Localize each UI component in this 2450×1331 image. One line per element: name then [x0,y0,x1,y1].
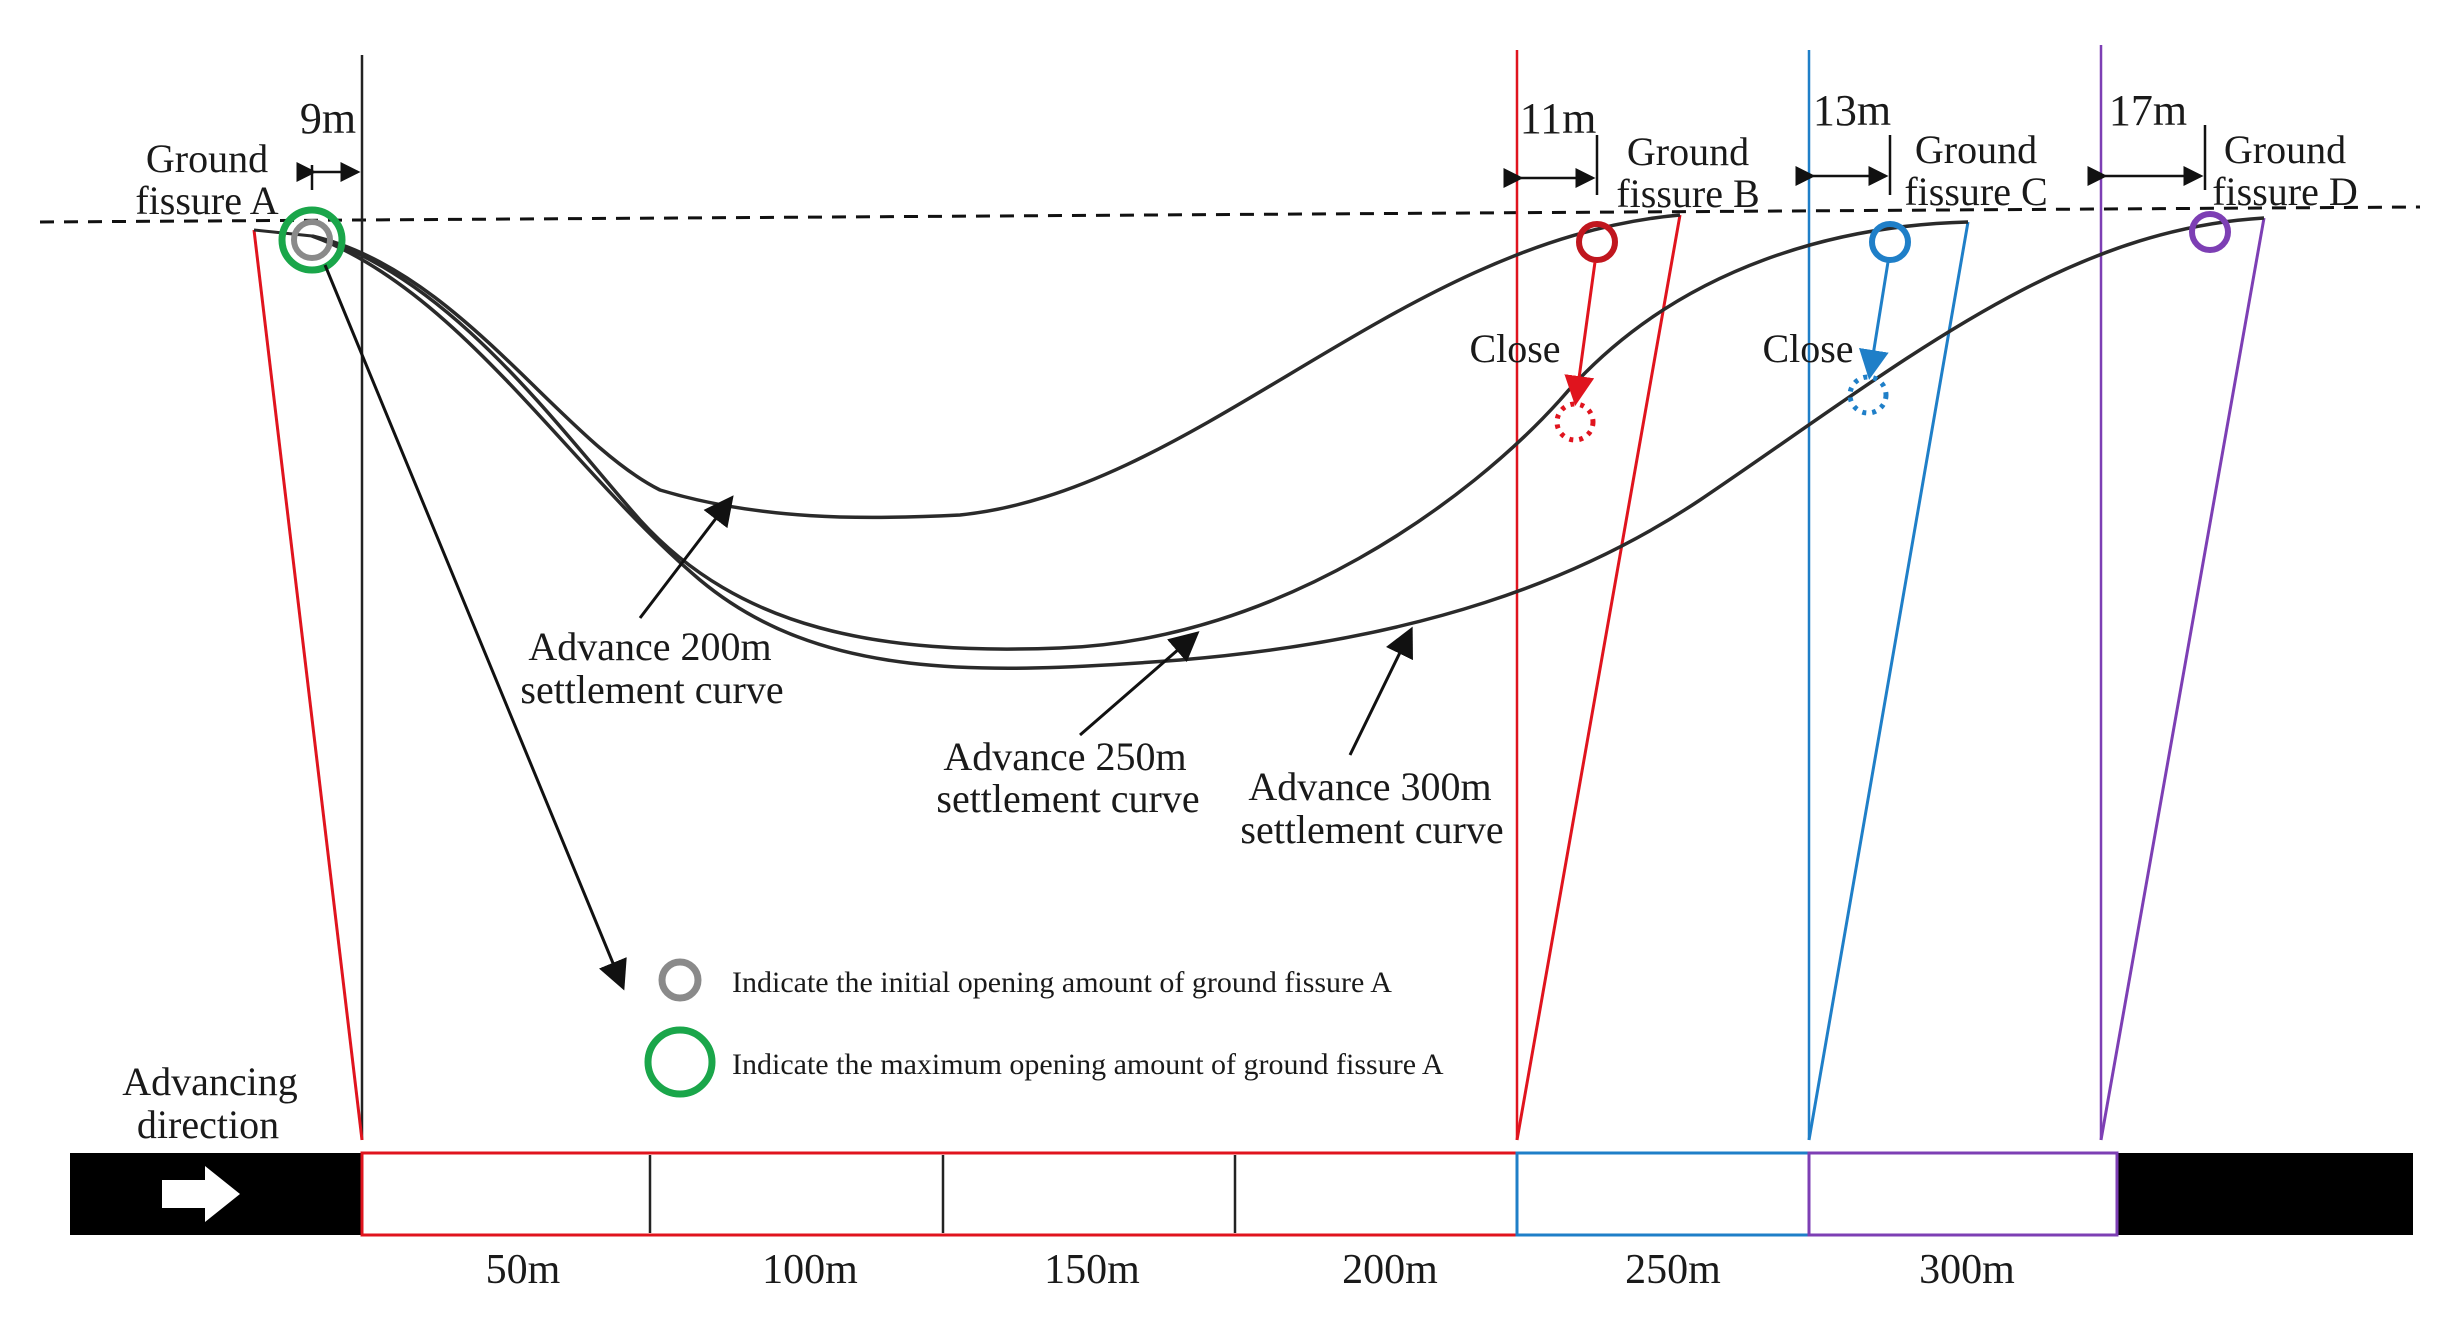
fissure-c-closed-circle [1847,374,1889,416]
break-line-d [2099,217,2266,1141]
fissure-d-circle [2189,211,2231,253]
break-line-c [1807,221,1970,1141]
settlement-curve-250 [311,220,1969,651]
fissure-b-label-line2: fissure B [1616,171,1759,216]
legend-maximum-text: Indicate the maximum opening amount of g… [732,1048,1444,1081]
fissure-a-label-line2: fissure A [135,178,278,223]
fissure-c-label-line2: fissure C [1904,169,2047,214]
axis-tick-label: 50m [486,1247,561,1293]
fissure-d-label-line2: fissure D [2212,169,2358,214]
direction-label-line2: direction [137,1102,279,1147]
fissure-a-initial-circle [291,219,333,261]
dim-a [296,162,361,190]
curve-200-label-line1: Advance 200m [528,624,771,669]
bar-purple-segment [1807,1151,2119,1237]
close-arrow-b [1564,261,1597,406]
fissure-b-label-line1: Ground [1627,129,1749,174]
legend-maximum-icon [644,1026,716,1098]
fissure-c-circle [1869,221,1911,263]
fissure-b-closed-circle [1554,401,1596,443]
fissure-b-offset: 11m [1520,94,1597,143]
leader-300 [1348,626,1413,756]
axis-tick-label: 200m [1342,1247,1438,1293]
legend-initial-text: Indicate the initial opening amount of g… [732,966,1392,999]
leader-legend [323,264,627,991]
fissure-c-label-line1: Ground [1915,127,2037,172]
curve-250-label-line1: Advance 250m [943,734,1186,779]
fissure-d-label-line1: Ground [2224,127,2346,172]
settlement-curve-300 [311,216,2265,670]
break-line-b [1515,214,1682,1141]
axis-tick-label: 150m [1044,1247,1140,1293]
fissure-c-offset: 13m [1813,86,1891,135]
direction-arrow-icon [162,1166,240,1222]
direction-label-line1: Advancing [122,1059,298,1104]
curve-250-label-line2: settlement curve [936,776,1199,821]
settlement-curve-200 [311,213,1681,520]
dim-b [1503,135,1599,195]
fissure-b-circle [1576,221,1618,263]
ground-surface-line [39,205,2421,224]
leader-250 [1079,631,1200,737]
axis-tick-label: 100m [762,1247,858,1293]
bar-black-right [2117,1153,2413,1235]
axis-tick-label: 300m [1919,1247,2015,1293]
curve-200-label-line2: settlement curve [520,667,783,712]
leader-200 [638,495,734,619]
bar-red-segment [360,1151,1519,1237]
dim-d [2087,125,2207,190]
fissure-a-label-line1: Ground [146,136,268,181]
bar-blue-segment [1515,1151,1811,1237]
fissure-a-offset: 9m [300,94,356,143]
close-label-b: Close [1469,326,1560,371]
axis-tick-label: 250m [1625,1247,1721,1293]
fissure-a-max-circle [278,206,346,274]
curve-300-label-line1: Advance 300m [1248,764,1491,809]
close-arrow-c [1858,261,1890,380]
fissure-d-offset: 17m [2109,86,2187,135]
legend-initial-icon [658,958,702,1002]
dim-c [1795,135,1892,195]
curve-300-label-line2: settlement curve [1240,807,1503,852]
close-label-c: Close [1762,326,1853,371]
break-line-a [252,229,364,1141]
